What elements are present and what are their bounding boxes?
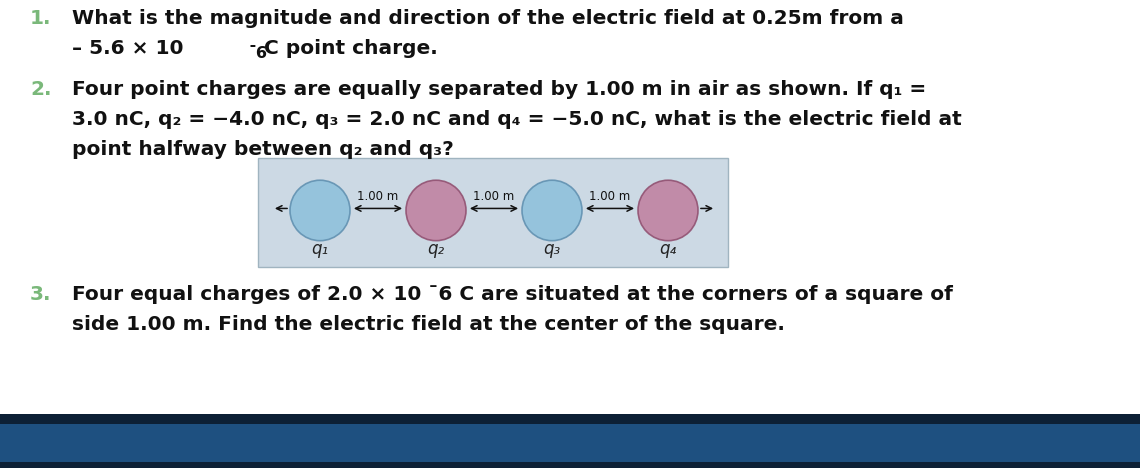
Bar	[0, 461, 1140, 468]
Text: ¯6: ¯6	[249, 46, 267, 61]
Text: 3.: 3.	[30, 285, 51, 304]
Text: side 1.00 m. Find the electric field at the center of the square.: side 1.00 m. Find the electric field at …	[72, 315, 784, 335]
Text: C point charge.: C point charge.	[264, 39, 438, 58]
Text: Four point charges are equally separated by 1.00 m in air as shown. If q₁ =: Four point charges are equally separated…	[72, 80, 926, 99]
Bar	[0, 424, 1140, 462]
Text: q₃: q₃	[544, 240, 561, 258]
Text: 2.: 2.	[30, 80, 51, 99]
Text: – 5.6 × 10: – 5.6 × 10	[72, 39, 190, 58]
Text: q₂: q₂	[428, 240, 445, 258]
Circle shape	[406, 180, 466, 241]
Text: 3.0 nC, q₂ = −4.0 nC, q₃ = 2.0 nC and q₄ = −5.0 nC, what is the electric field a: 3.0 nC, q₂ = −4.0 nC, q₃ = 2.0 nC and q₄…	[72, 110, 962, 129]
Text: point halfway between q₂ and q₃?: point halfway between q₂ and q₃?	[72, 140, 454, 159]
Text: 1.: 1.	[30, 9, 51, 28]
Text: What is the magnitude and direction of the electric field at 0.25m from a: What is the magnitude and direction of t…	[72, 9, 904, 28]
Circle shape	[290, 180, 350, 241]
Circle shape	[638, 180, 698, 241]
Text: q₁: q₁	[311, 240, 328, 258]
Text: 1.00 m: 1.00 m	[357, 190, 399, 204]
Bar	[258, 158, 728, 267]
Text: q₄: q₄	[659, 240, 676, 258]
Text: 1.00 m: 1.00 m	[589, 190, 630, 204]
Bar	[0, 414, 1140, 424]
Circle shape	[522, 180, 583, 241]
Text: 1.00 m: 1.00 m	[473, 190, 514, 204]
Text: Four equal charges of 2.0 × 10 ¯6 C are situated at the corners of a square of: Four equal charges of 2.0 × 10 ¯6 C are …	[72, 285, 953, 304]
